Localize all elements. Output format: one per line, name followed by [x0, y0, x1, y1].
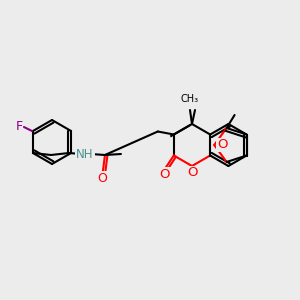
- Text: CH₃: CH₃: [181, 94, 199, 104]
- Text: O: O: [217, 139, 227, 152]
- Text: O: O: [187, 167, 197, 179]
- Text: O: O: [97, 172, 107, 184]
- Text: F: F: [15, 121, 22, 134]
- Text: NH: NH: [76, 148, 94, 160]
- Text: O: O: [160, 168, 170, 181]
